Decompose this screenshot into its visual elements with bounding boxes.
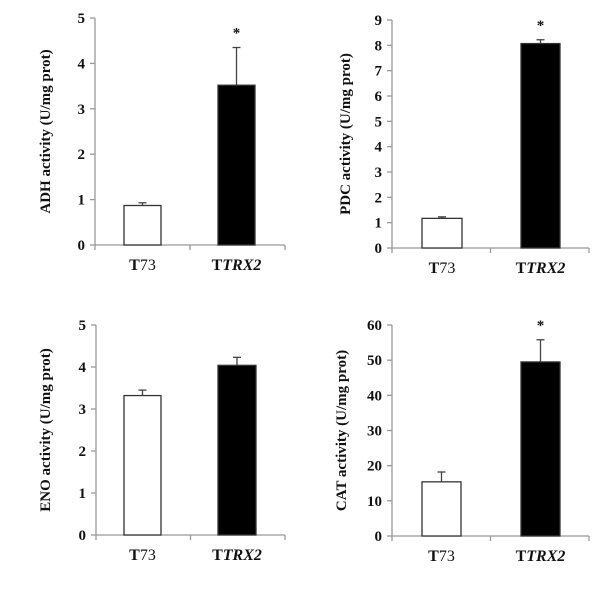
bar-t73 [123, 394, 162, 536]
y-tick-label: 50 [367, 353, 382, 369]
y-tick-label: 4 [79, 360, 87, 376]
bar-ttrx2 [217, 364, 257, 536]
y-tick-label: 2 [375, 190, 383, 206]
y-tick-label: 7 [375, 64, 383, 80]
y-tick-label: 10 [367, 494, 382, 510]
y-tick-label: 9 [375, 13, 383, 29]
y-tick-label: 0 [375, 529, 383, 545]
significance-asterisk: * [233, 26, 241, 42]
y-tick-label: 5 [79, 318, 87, 334]
y-tick-label: 1 [375, 216, 383, 232]
y-axis-label: PDC activity (U/mg prot) [338, 53, 354, 215]
bar-ttrx2 [217, 84, 256, 246]
y-tick-label: 1 [78, 193, 86, 209]
y-tick-label: 4 [78, 56, 86, 72]
y-tick-label: 3 [79, 402, 87, 418]
category-label: T73 [429, 260, 456, 277]
y-tick-label: 1 [79, 486, 87, 502]
y-tick-label: 60 [367, 318, 382, 334]
y-tick-label: 3 [375, 165, 383, 181]
y-axis-label: ADH activity (U/mg prot) [38, 49, 54, 213]
category-label: TTRX2 [516, 260, 566, 277]
y-tick-label: 40 [367, 388, 382, 404]
y-tick-label: 0 [78, 238, 86, 254]
category-label: TTRX2 [212, 257, 262, 274]
bar-t73 [421, 217, 463, 249]
bar-ttrx2 [520, 361, 561, 537]
y-tick-label: 2 [78, 147, 86, 163]
y-tick-label: 6 [375, 89, 383, 105]
y-tick-label: 5 [375, 114, 383, 130]
category-label: T73 [129, 547, 156, 564]
category-label: T73 [129, 257, 156, 274]
significance-asterisk: * [537, 18, 545, 34]
y-tick-label: 3 [78, 102, 86, 118]
y-axis-label: CAT activity (U/mg prot) [334, 350, 350, 511]
y-axis-label: ENO activity (U/mg prot) [38, 348, 54, 511]
eno-activity-chart: 0 1 2 3 4 5 ENO activity (U/mg prot) T73 TTRX2 [38, 318, 286, 564]
pdc-activity-chart: 0 1 2 3 4 5 6 7 8 9 PDC activity (U/mg prot) T73 * TT… [338, 13, 590, 277]
y-tick-label: 8 [375, 38, 383, 54]
bar-t73 [123, 204, 162, 246]
y-tick-label: 5 [78, 11, 86, 27]
y-tick-label: 0 [79, 528, 87, 544]
bar-ttrx2 [520, 42, 561, 249]
cat-activity-chart: 0 10 20 30 40 50 60 CAT activity (U/mg prot) T73… [334, 318, 590, 565]
significance-asterisk: * [537, 318, 545, 334]
category-label: TTRX2 [516, 548, 566, 565]
y-tick-label: 2 [79, 444, 87, 460]
y-tick-label: 4 [375, 140, 383, 156]
y-tick-label: 20 [367, 459, 382, 475]
category-label: TTRX2 [212, 547, 262, 564]
adh-activity-chart: 0 1 2 3 4 5 ADH activity (U/mg prot) T73 * TTRX2 [38, 11, 286, 274]
y-tick-label: 0 [375, 241, 383, 257]
y-tick-label: 30 [367, 424, 382, 440]
bar-t73 [421, 481, 462, 537]
category-label: T73 [428, 548, 455, 565]
